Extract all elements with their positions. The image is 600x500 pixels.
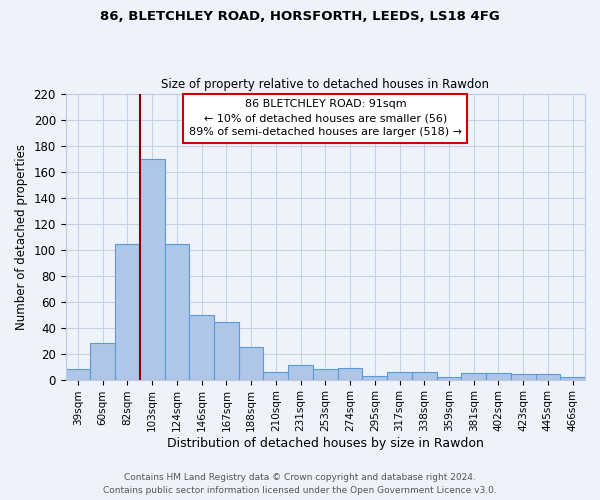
Text: Contains HM Land Registry data © Crown copyright and database right 2024.
Contai: Contains HM Land Registry data © Crown c…: [103, 474, 497, 495]
Bar: [288, 366, 313, 380]
Bar: [387, 372, 412, 380]
Bar: [511, 374, 536, 380]
Text: 86 BLETCHLEY ROAD: 91sqm
← 10% of detached houses are smaller (56)
89% of semi-d: 86 BLETCHLEY ROAD: 91sqm ← 10% of detach…: [189, 100, 462, 138]
Bar: [115, 244, 140, 380]
Bar: [91, 343, 115, 380]
Bar: [214, 322, 239, 380]
Bar: [536, 374, 560, 380]
Bar: [560, 377, 585, 380]
Bar: [362, 376, 387, 380]
X-axis label: Distribution of detached houses by size in Rawdon: Distribution of detached houses by size …: [167, 437, 484, 450]
Bar: [140, 158, 164, 380]
Bar: [239, 347, 263, 380]
Bar: [412, 372, 437, 380]
Bar: [338, 368, 362, 380]
Bar: [263, 372, 288, 380]
Text: 86, BLETCHLEY ROAD, HORSFORTH, LEEDS, LS18 4FG: 86, BLETCHLEY ROAD, HORSFORTH, LEEDS, LS…: [100, 10, 500, 23]
Title: Size of property relative to detached houses in Rawdon: Size of property relative to detached ho…: [161, 78, 490, 91]
Y-axis label: Number of detached properties: Number of detached properties: [15, 144, 28, 330]
Bar: [313, 369, 338, 380]
Bar: [190, 314, 214, 380]
Bar: [461, 373, 486, 380]
Bar: [164, 244, 190, 380]
Bar: [65, 369, 91, 380]
Bar: [437, 377, 461, 380]
Bar: [486, 373, 511, 380]
